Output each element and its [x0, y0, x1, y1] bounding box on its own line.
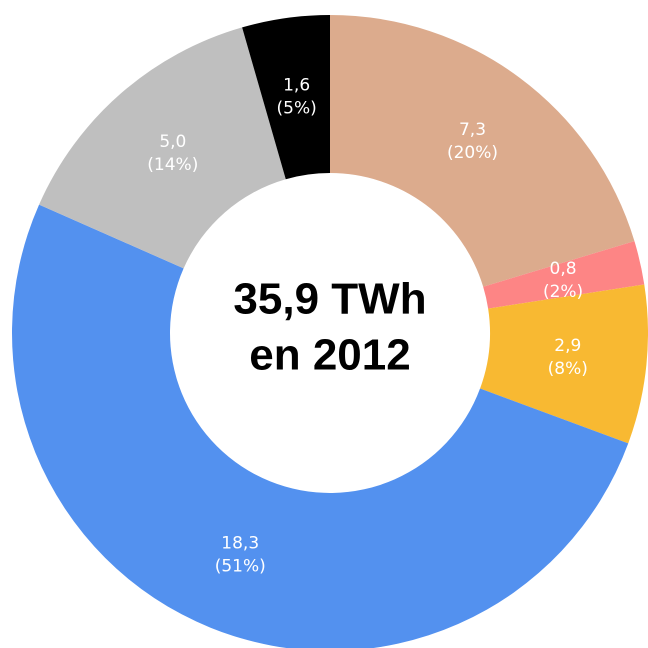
- percent-label: (51%): [215, 557, 266, 577]
- value-label: 18,3: [221, 534, 259, 554]
- donut-slice: [483, 241, 645, 309]
- donut-slice: [11, 204, 629, 648]
- value-label: 7,3: [459, 120, 486, 140]
- value-label: 0,8: [550, 259, 577, 279]
- donut-slice: [242, 15, 330, 180]
- value-label: 1,6: [283, 75, 310, 95]
- center-text: 35,9 TWh: [233, 275, 426, 324]
- percent-label: (20%): [447, 143, 498, 163]
- donut-slice: [480, 284, 648, 444]
- donut-slice: [330, 15, 635, 287]
- value-label: 5,0: [159, 132, 186, 152]
- percent-label: (2%): [543, 282, 583, 302]
- value-label: 2,9: [554, 336, 581, 356]
- percent-label: (5%): [277, 98, 317, 118]
- donut-slice: [39, 27, 286, 269]
- percent-label: (14%): [147, 155, 198, 175]
- center-text: en 2012: [249, 331, 410, 380]
- percent-label: (8%): [548, 359, 588, 379]
